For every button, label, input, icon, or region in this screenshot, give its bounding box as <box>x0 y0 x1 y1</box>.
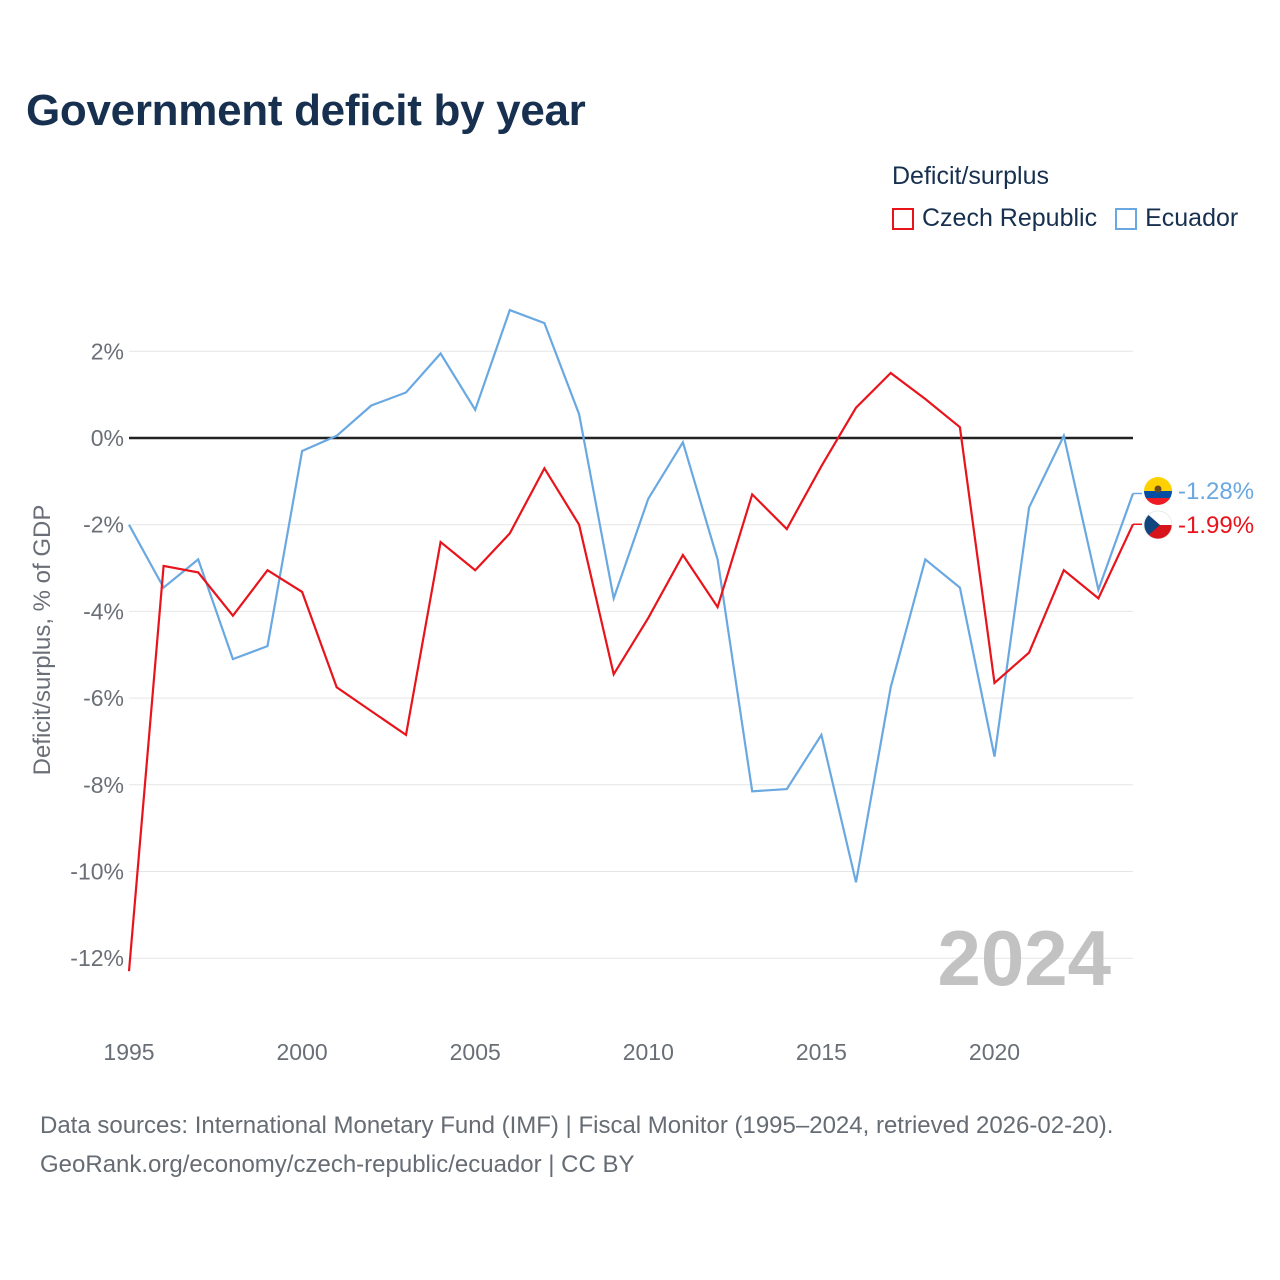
ecuador-flag-icon <box>1144 477 1172 505</box>
y-tick-label: -10% <box>70 859 124 885</box>
x-axis-tick-labels: 1995 2000 2005 2010 2015 2020 <box>103 1039 1020 1065</box>
x-tick-label: 2005 <box>450 1039 501 1065</box>
legend-title: Deficit/surplus <box>892 162 1049 190</box>
legend-item-ecuador[interactable]: Ecuador <box>1115 204 1238 233</box>
y-tick-label: -4% <box>83 598 124 624</box>
legend-item-czech-republic[interactable]: Czech Republic <box>892 204 1097 233</box>
y-tick-label: -2% <box>83 512 124 538</box>
legend-label-ecuador: Ecuador <box>1145 204 1239 232</box>
source-footer: Data sources: International Monetary Fun… <box>40 1106 1113 1184</box>
series-line-czech-republic <box>127 371 1134 972</box>
end-label-czech-republic: -1.99% <box>1178 512 1254 539</box>
y-axis-tick-labels: 2% 0% -2% -4% -6% -8% -10% -12% <box>70 338 124 971</box>
end-label-ecuador: -1.28% <box>1178 478 1254 505</box>
series-line-ecuador <box>128 308 1135 883</box>
legend-swatch-ecuador <box>1115 207 1138 230</box>
line-chart: 2% 0% -2% -4% -6% -8% -10% -12% 1995 2000 2005 201… <box>29 308 1254 1065</box>
y-gridlines <box>129 350 1133 959</box>
legend-swatch-czech-republic <box>892 207 914 230</box>
y-tick-label: -6% <box>83 685 124 711</box>
source-line: Data sources: International Monetary Fun… <box>40 1112 1114 1139</box>
x-tick-label: 2000 <box>277 1039 328 1065</box>
x-tick-label: 2010 <box>623 1039 674 1065</box>
y-axis-label: Deficit/surplus, % of GDP <box>29 505 56 776</box>
data-series <box>127 308 1142 972</box>
attribution-link[interactable]: GeoRank.org/economy/czech-republic/ecuad… <box>40 1151 635 1178</box>
x-tick-label: 2020 <box>969 1039 1020 1065</box>
czech-flag-icon <box>1143 510 1173 540</box>
y-tick-label: 0% <box>91 425 124 451</box>
chart-title: Government deficit by year <box>26 86 586 135</box>
y-tick-label: 2% <box>91 338 124 364</box>
y-tick-label: -12% <box>70 945 124 971</box>
x-tick-label: 2015 <box>796 1039 847 1065</box>
year-watermark: 2024 <box>937 914 1111 1002</box>
x-tick-label: 1995 <box>103 1039 154 1065</box>
legend: Czech Republic Ecuador <box>892 204 1256 233</box>
legend-label-czech-republic: Czech Republic <box>922 204 1098 232</box>
y-tick-label: -8% <box>83 772 124 798</box>
